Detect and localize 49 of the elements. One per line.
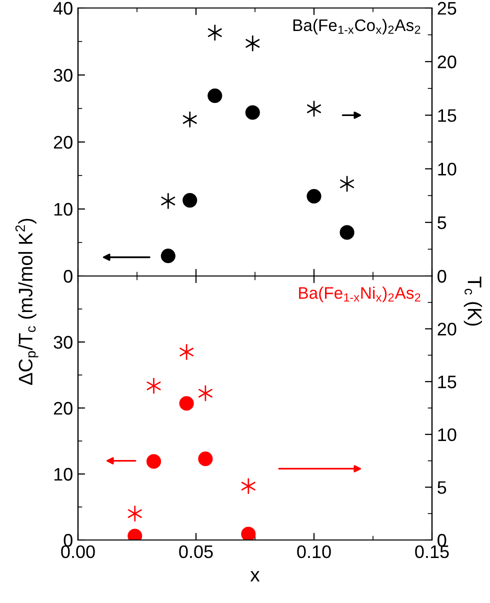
x-tick-label: 0.15 [415, 545, 449, 558]
y2-tick-label: 5 [438, 481, 446, 494]
point [245, 105, 260, 120]
point [198, 452, 213, 466]
point [146, 454, 162, 469]
x-tick-label: 0.10 [297, 545, 331, 558]
y-tick-label: 10 [54, 468, 72, 481]
point [182, 112, 197, 128]
x-tick-label: 0.00 [61, 545, 95, 558]
y2-tick-label: 0 [438, 270, 446, 283]
y-tick-label: 30 [54, 336, 72, 349]
point [146, 378, 161, 394]
point [179, 396, 194, 411]
point [198, 385, 212, 402]
point [306, 188, 322, 204]
point [182, 193, 198, 208]
y-tick-label: 0 [64, 270, 72, 283]
point [241, 478, 256, 494]
y-tick-label: 40 [53, 2, 72, 15]
y2-tick-label: 20 [438, 56, 456, 68]
point [161, 192, 176, 209]
x-tick-label: 0.05 [179, 545, 213, 558]
point [340, 225, 354, 240]
y2-tick-label: 15 [438, 376, 456, 388]
point [246, 35, 260, 52]
y-tick-label: 20 [54, 136, 72, 149]
y2-axis-title: T$_{c}$ (K) [464, 276, 482, 326]
point [128, 506, 142, 522]
y2-tick-label: 5 [438, 216, 446, 230]
y-tick-label: 0 [64, 534, 72, 547]
y2-tick-label: 25 [438, 2, 456, 15]
y-tick-label: 20 [54, 402, 72, 415]
y2-tick-label: 15 [438, 109, 456, 122]
point [208, 88, 222, 104]
point [306, 100, 322, 117]
y-tick-label: 30 [54, 68, 72, 82]
point [160, 248, 176, 264]
point [340, 176, 354, 192]
y2-tick-label: 10 [438, 162, 456, 176]
y2-tick-label: 20 [438, 322, 456, 336]
x-axis-title: x [250, 571, 260, 582]
annotation: Ba(Fe$_{1-x}$Ni$_{x}$)$_{2}$As$_{2}$ [299, 286, 420, 302]
point [180, 344, 194, 360]
point [208, 24, 222, 41]
y2-tick-label: 10 [438, 428, 456, 442]
y-axis-title: ΔC$_{p}$/T$_{c}$ (mJ/mol K$^{2}$) [15, 218, 38, 385]
y-tick-label: 10 [54, 202, 72, 216]
point [241, 526, 256, 540]
annotation: Ba(Fe$_{1-x}$Co$_{x}$)$_{2}$As$_{2}$ [293, 18, 420, 34]
